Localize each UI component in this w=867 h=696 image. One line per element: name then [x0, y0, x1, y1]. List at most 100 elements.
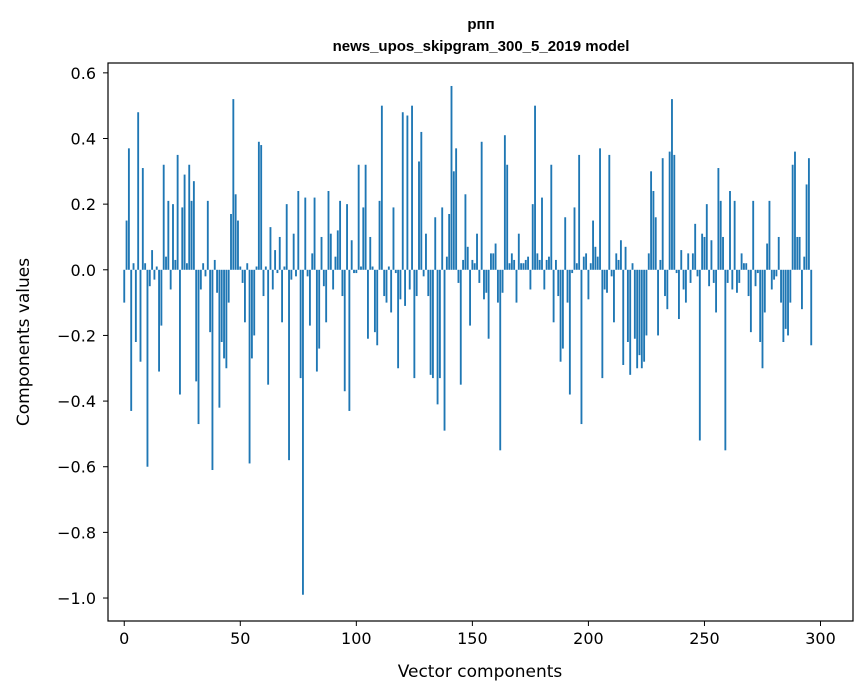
bar-0: [123, 269, 126, 303]
bar-240: [680, 250, 683, 270]
bar-16: [160, 269, 163, 326]
bar-70: [285, 204, 288, 270]
bar-19: [167, 200, 170, 270]
bar-99: [353, 269, 355, 274]
bar-269: [747, 269, 750, 297]
bar-258: [722, 236, 724, 270]
bar-22: [174, 259, 177, 270]
bar-96: [346, 204, 348, 270]
bar-256: [717, 168, 720, 270]
bar-147: [464, 194, 467, 270]
bar-151: [473, 263, 476, 270]
bar-141: [450, 85, 453, 270]
bar-150: [471, 259, 474, 270]
bar-3: [130, 269, 133, 411]
bar-159: [492, 253, 495, 270]
bar-155: [483, 269, 485, 300]
bar-122: [406, 115, 409, 270]
bar-207: [603, 269, 606, 290]
bar-47: [232, 99, 235, 270]
bar-283: [780, 269, 782, 303]
bar-32: [197, 269, 200, 425]
bar-25: [181, 207, 184, 270]
bar-174: [527, 256, 530, 270]
bar-118: [397, 269, 400, 369]
bar-27: [185, 263, 188, 270]
bar-239: [678, 269, 680, 320]
bar-251: [705, 204, 708, 270]
bar-216: [624, 246, 627, 270]
x-axis-label: Vector components: [398, 662, 563, 682]
bar-61: [264, 266, 267, 270]
x-tick-label: 0: [119, 629, 129, 648]
bar-13: [153, 269, 156, 280]
bar-223: [640, 269, 643, 369]
bar-199: [585, 253, 588, 270]
bar-127: [418, 161, 420, 270]
bar-261: [729, 191, 731, 270]
bar-229: [654, 217, 657, 270]
bar-18: [165, 256, 167, 270]
bar-228: [652, 191, 655, 270]
bar-278: [768, 200, 771, 270]
bar-175: [529, 269, 532, 290]
bar-177: [534, 105, 536, 270]
bar-241: [682, 269, 685, 290]
bar-11: [148, 269, 151, 287]
bar-73: [292, 233, 295, 270]
bar-173: [524, 259, 527, 270]
bar-217: [626, 269, 629, 342]
bar-78: [304, 197, 307, 270]
bar-185: [552, 269, 555, 323]
bar-238: [675, 269, 678, 274]
bar-255: [715, 269, 717, 313]
bar-279: [770, 269, 773, 290]
bar-105: [367, 269, 369, 339]
y-tick-label: −0.6: [57, 458, 96, 477]
bar-184: [550, 164, 553, 270]
bar-126: [415, 269, 418, 297]
bar-213: [617, 259, 620, 270]
bar-146: [462, 259, 465, 270]
bar-113: [385, 269, 388, 303]
bar-17: [162, 164, 165, 270]
bar-262: [731, 269, 734, 290]
bar-231: [659, 259, 662, 270]
bar-285: [784, 269, 787, 329]
y-axis-ticks: −1.0 −0.8 −0.6 −0.4 −0.2 0.0 0.2 0.4 0.6: [57, 64, 108, 608]
bar-205: [599, 148, 601, 270]
bar-148: [466, 246, 469, 270]
bar-201: [589, 263, 592, 270]
y-tick-label: −0.8: [57, 523, 96, 542]
bar-56: [253, 269, 256, 336]
bar-156: [485, 269, 488, 293]
bar-94: [341, 269, 344, 297]
bar-289: [794, 151, 796, 270]
bar-197: [580, 269, 583, 425]
chart-title: рпп: [467, 16, 494, 33]
bar-89: [329, 233, 332, 270]
bar-87: [325, 269, 328, 323]
bar-259: [724, 269, 727, 451]
bar-225: [645, 269, 648, 336]
bar-260: [726, 269, 729, 283]
bar-233: [664, 269, 666, 297]
bar-268: [745, 263, 748, 270]
bar-273: [756, 269, 759, 274]
bar-121: [404, 269, 406, 306]
bar-242: [684, 269, 687, 303]
bar-153: [478, 269, 481, 283]
bar-14: [155, 266, 158, 270]
bar-270: [749, 269, 752, 333]
bar-206: [601, 269, 604, 379]
bar-222: [638, 269, 641, 356]
bar-253: [710, 240, 713, 270]
bar-267: [742, 263, 745, 270]
bar-98: [350, 240, 353, 270]
bar-64: [271, 269, 274, 290]
bar-281: [775, 269, 778, 277]
bar-164: [503, 135, 506, 270]
bar-191: [566, 269, 569, 303]
bar-125: [413, 269, 416, 379]
bar-208: [606, 269, 608, 293]
